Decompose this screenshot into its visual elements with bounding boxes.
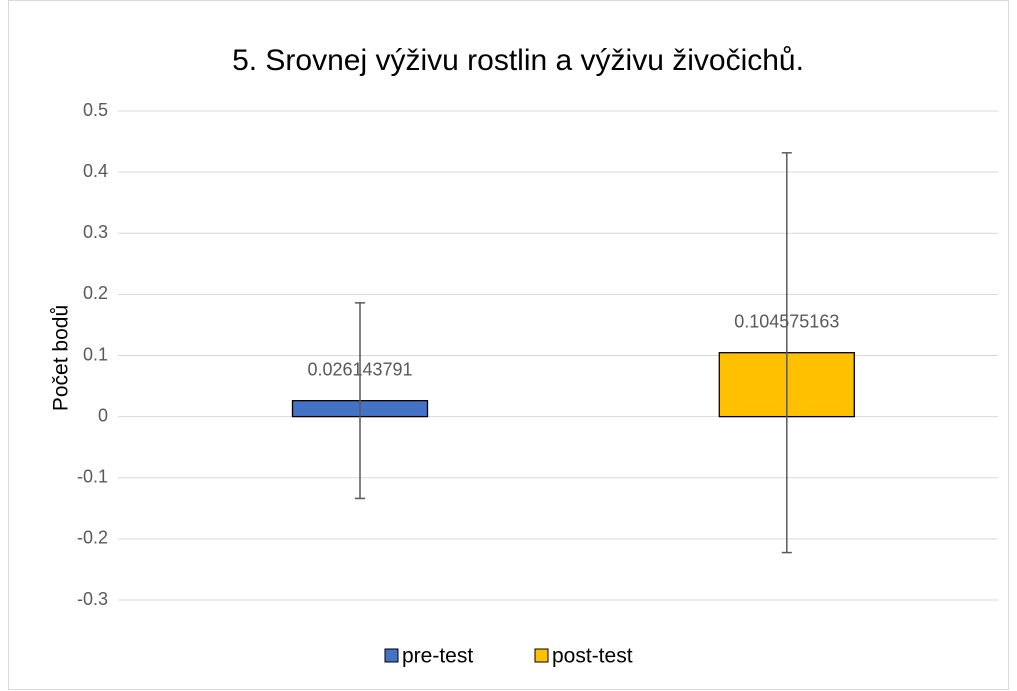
y-tick-label: 0.5	[83, 100, 108, 120]
data-label: 0.026143791	[307, 359, 412, 379]
data-label: 0.104575163	[734, 311, 839, 331]
y-tick-label: -0.2	[77, 528, 108, 548]
y-tick-label: -0.1	[77, 467, 108, 487]
legend-swatch	[384, 648, 399, 663]
chart-title: 5. Srovnej výživu rostlin a výživu živoč…	[232, 44, 804, 77]
error-bar	[355, 302, 365, 500]
legend-label: pre-test	[402, 645, 473, 668]
y-axis-label: Počet bodů	[50, 305, 73, 411]
chart-border	[8, 0, 1009, 690]
y-tick-label: 0.3	[83, 222, 108, 242]
y-tick-label: 0.1	[83, 344, 108, 364]
legend-swatch	[534, 648, 549, 663]
legend-label: post-test	[552, 645, 633, 668]
y-tick-label: 0.2	[83, 283, 108, 303]
y-tick-label: -0.3	[77, 589, 108, 609]
y-tick-label: 0.4	[83, 161, 108, 181]
y-tick-label: 0	[98, 405, 108, 425]
error-bar	[781, 152, 792, 554]
